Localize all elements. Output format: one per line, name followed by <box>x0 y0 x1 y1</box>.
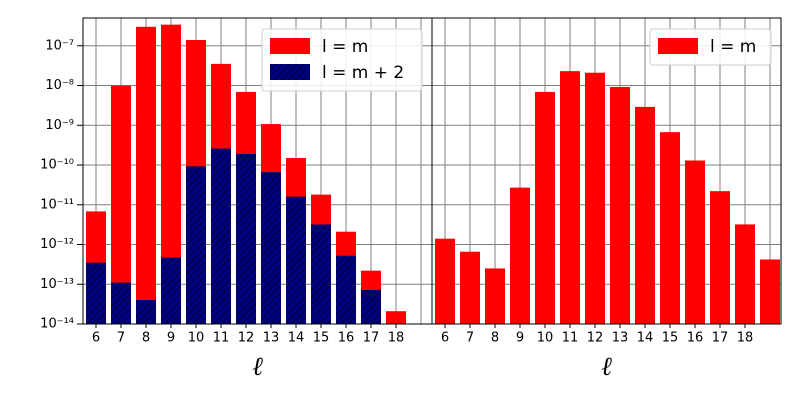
x-tick-label: 10 <box>188 331 205 346</box>
x-tick-label: 15 <box>313 331 330 346</box>
x-tick-label: 18 <box>737 331 754 346</box>
bar <box>186 166 206 324</box>
legend-swatch <box>658 38 698 54</box>
bar <box>261 172 281 324</box>
x-tick-label: 6 <box>441 331 449 346</box>
x-tick-label: 7 <box>466 331 474 346</box>
x-tick-label: 17 <box>712 331 729 346</box>
x-tick-label: 9 <box>516 331 524 346</box>
bar <box>710 191 730 324</box>
legend-label: l = m <box>322 37 368 57</box>
bar <box>535 91 555 324</box>
x-tick-label: 15 <box>662 331 679 346</box>
x-tick-label: 11 <box>562 331 579 346</box>
legend-swatch <box>270 38 310 54</box>
x-tick-label: 14 <box>637 331 654 346</box>
legend-swatch <box>270 64 310 80</box>
bar <box>635 106 655 324</box>
bar <box>735 224 755 324</box>
legend-label: l = m + 2 <box>322 63 404 83</box>
x-tick-label: 9 <box>167 331 175 346</box>
x-tick-label: 13 <box>612 331 629 346</box>
y-tick-label: 10⁻¹² <box>40 237 74 252</box>
x-tick-label: 16 <box>687 331 704 346</box>
x-tick-label: 8 <box>491 331 499 346</box>
bar <box>510 187 530 324</box>
bar <box>161 24 181 324</box>
y-tick-label: 10⁻⁸ <box>45 78 74 93</box>
bar <box>660 132 680 324</box>
x-tick-label: 17 <box>363 331 380 346</box>
y-tick-label: 10⁻⁷ <box>45 38 74 53</box>
bar <box>336 255 356 324</box>
y-tick-label: 10⁻¹³ <box>40 277 74 292</box>
bar <box>610 86 630 324</box>
x-tick-label: 11 <box>213 331 230 346</box>
x-tick-label: 6 <box>92 331 100 346</box>
plot-frame <box>431 17 782 325</box>
x-tick-label: 12 <box>587 331 604 346</box>
bar <box>485 268 505 324</box>
bar <box>86 262 106 324</box>
x-tick-label: 10 <box>537 331 554 346</box>
bar <box>161 257 181 324</box>
bar <box>236 153 256 324</box>
x-axis-label: ℓ <box>601 352 612 382</box>
x-tick-label: 8 <box>142 331 150 346</box>
bar <box>136 26 156 325</box>
bar <box>136 300 156 324</box>
y-tick-label: 10⁻¹¹ <box>40 197 74 212</box>
bar <box>760 259 780 324</box>
x-axis-label: ℓ <box>252 352 263 382</box>
x-tick-label: 14 <box>288 331 305 346</box>
panel: 6 7 8 9 10 11 12 13 14 15 16 17 18 ℓ l = m <box>431 17 782 382</box>
bar <box>286 196 306 324</box>
y-tick-label: 10⁻⁹ <box>45 118 74 133</box>
bar <box>435 238 455 324</box>
bar <box>111 85 131 324</box>
bar <box>361 289 381 324</box>
x-tick-label: 12 <box>238 331 255 346</box>
bar <box>560 71 580 324</box>
x-tick-label: 16 <box>338 331 355 346</box>
bar <box>460 251 480 324</box>
x-tick-label: 7 <box>117 331 125 346</box>
bar <box>211 148 231 324</box>
panel: 10⁻¹⁴ 10⁻¹³ 10⁻¹² 10⁻¹¹ 10⁻¹⁰ 10⁻⁹ 10⁻⁸ 10⁻⁷ 6 7 8… <box>40 17 433 382</box>
bar <box>585 72 605 324</box>
y-tick-label: 10⁻¹⁰ <box>40 158 74 173</box>
bar <box>111 282 131 324</box>
bar <box>685 160 705 324</box>
x-tick-label: 13 <box>263 331 280 346</box>
legend-label: l = m <box>710 37 756 57</box>
bar <box>311 224 331 324</box>
bar <box>386 311 406 324</box>
y-tick-label: 10⁻¹⁴ <box>40 317 74 332</box>
x-tick-label: 18 <box>388 331 405 346</box>
